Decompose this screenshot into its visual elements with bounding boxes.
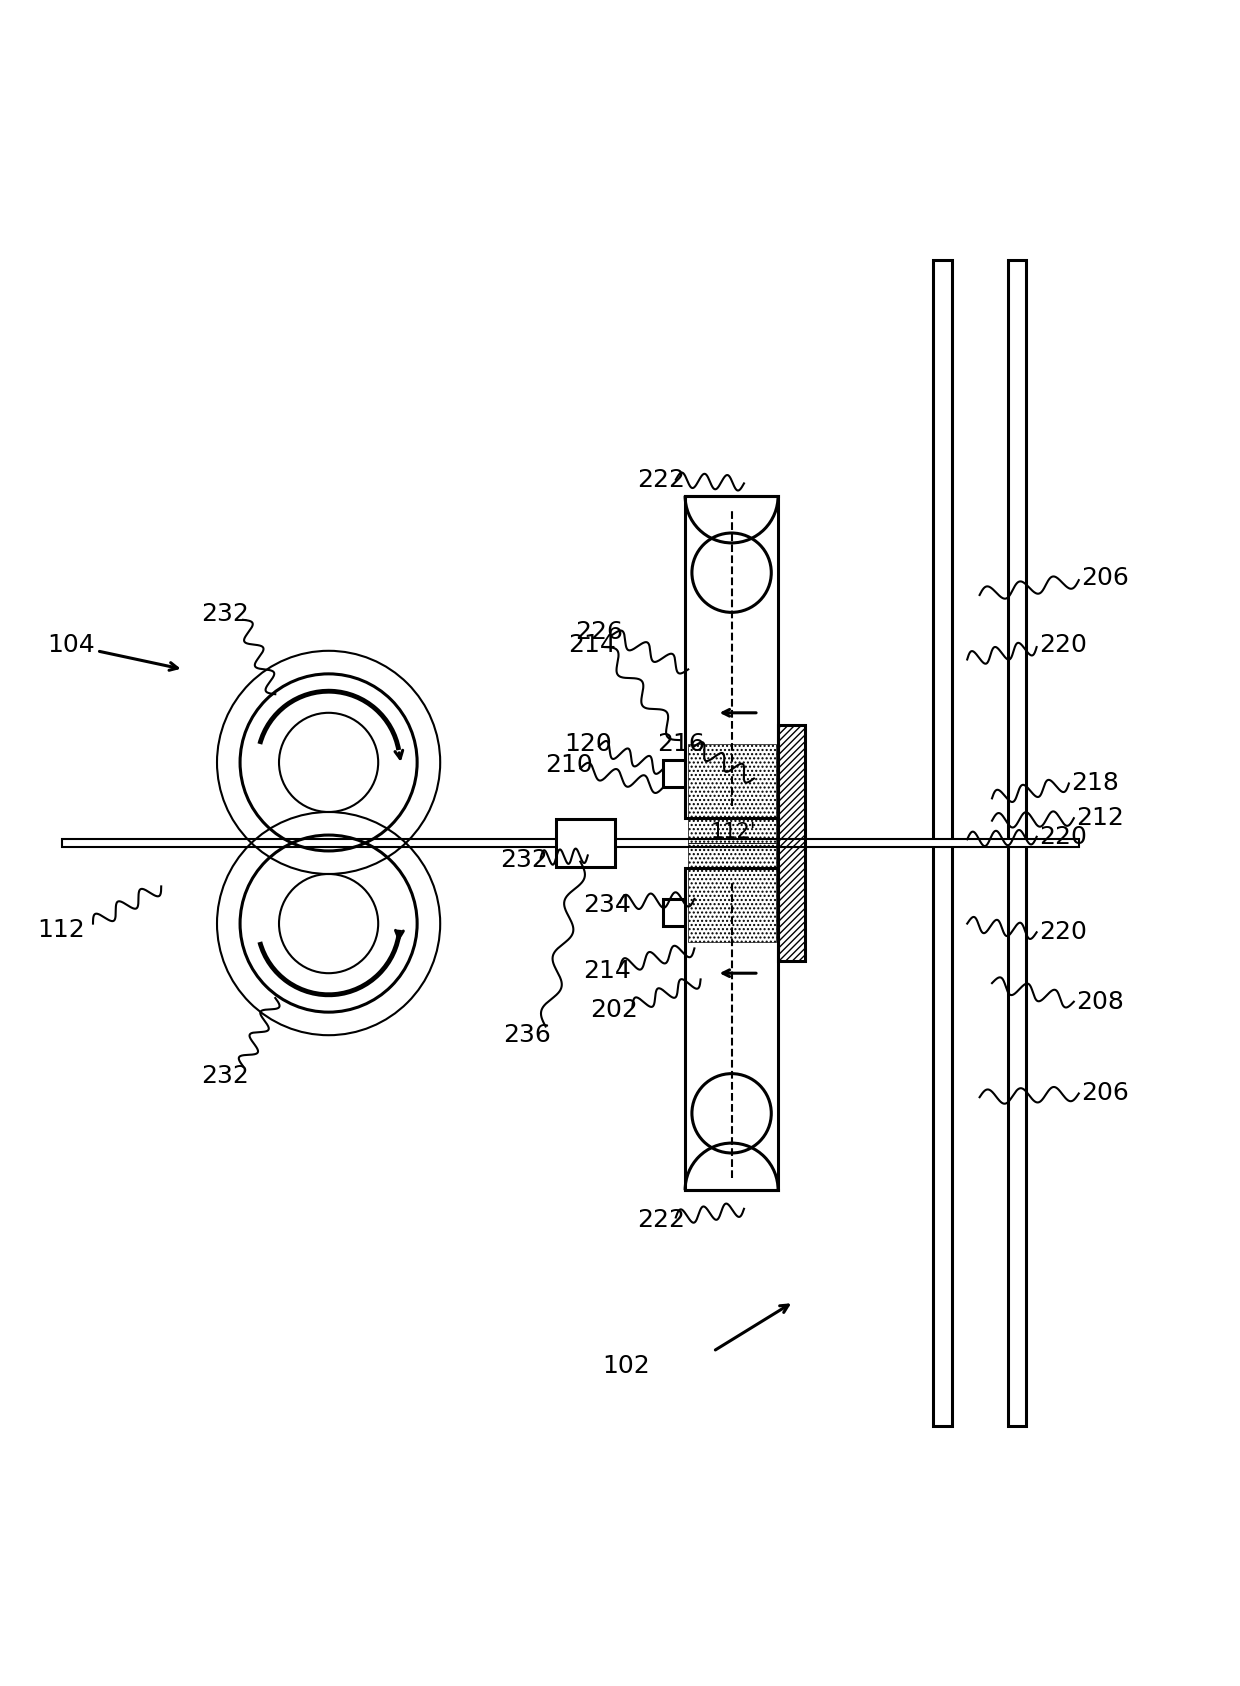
Bar (662, 899, 684, 926)
Bar (684, 868, 779, 1190)
Text: 214: 214 (583, 959, 631, 983)
Bar (662, 760, 684, 787)
Text: 212: 212 (1076, 806, 1125, 830)
Text: 218: 218 (1071, 772, 1120, 796)
Text: 226: 226 (575, 620, 624, 644)
Text: 104: 104 (47, 632, 95, 656)
Bar (934, 260, 952, 1426)
Text: 220: 220 (1039, 632, 1087, 656)
Text: 232: 232 (201, 602, 249, 626)
Text: 112': 112' (711, 821, 756, 841)
Text: 216: 216 (657, 732, 706, 755)
Text: 236: 236 (503, 1023, 552, 1047)
Text: 222: 222 (637, 1207, 686, 1232)
Bar (687, 843, 776, 942)
Text: 220: 220 (1039, 921, 1087, 944)
Text: 222: 222 (637, 467, 686, 492)
Text: 234: 234 (583, 894, 631, 917)
Text: 232: 232 (500, 848, 548, 872)
Text: 220: 220 (1039, 824, 1087, 848)
Text: 206: 206 (1081, 1081, 1130, 1106)
Text: 232: 232 (201, 1064, 249, 1087)
Text: 210: 210 (546, 754, 594, 777)
Bar (687, 744, 776, 843)
Bar (1007, 260, 1025, 1426)
Text: 120: 120 (564, 732, 613, 755)
Text: 202: 202 (590, 998, 639, 1022)
Text: 102: 102 (603, 1354, 651, 1377)
Text: 208: 208 (1076, 990, 1125, 1013)
Text: 206: 206 (1081, 565, 1130, 590)
Bar (779, 725, 805, 961)
Bar (556, 819, 615, 867)
Text: 214: 214 (568, 632, 616, 656)
Bar (62, 840, 1079, 846)
Bar (684, 496, 779, 818)
Text: 112: 112 (37, 917, 86, 942)
